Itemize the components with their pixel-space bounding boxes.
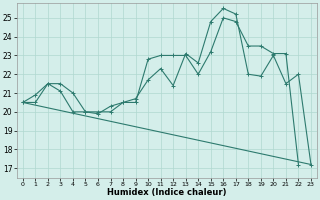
X-axis label: Humidex (Indice chaleur): Humidex (Indice chaleur) — [107, 188, 227, 197]
